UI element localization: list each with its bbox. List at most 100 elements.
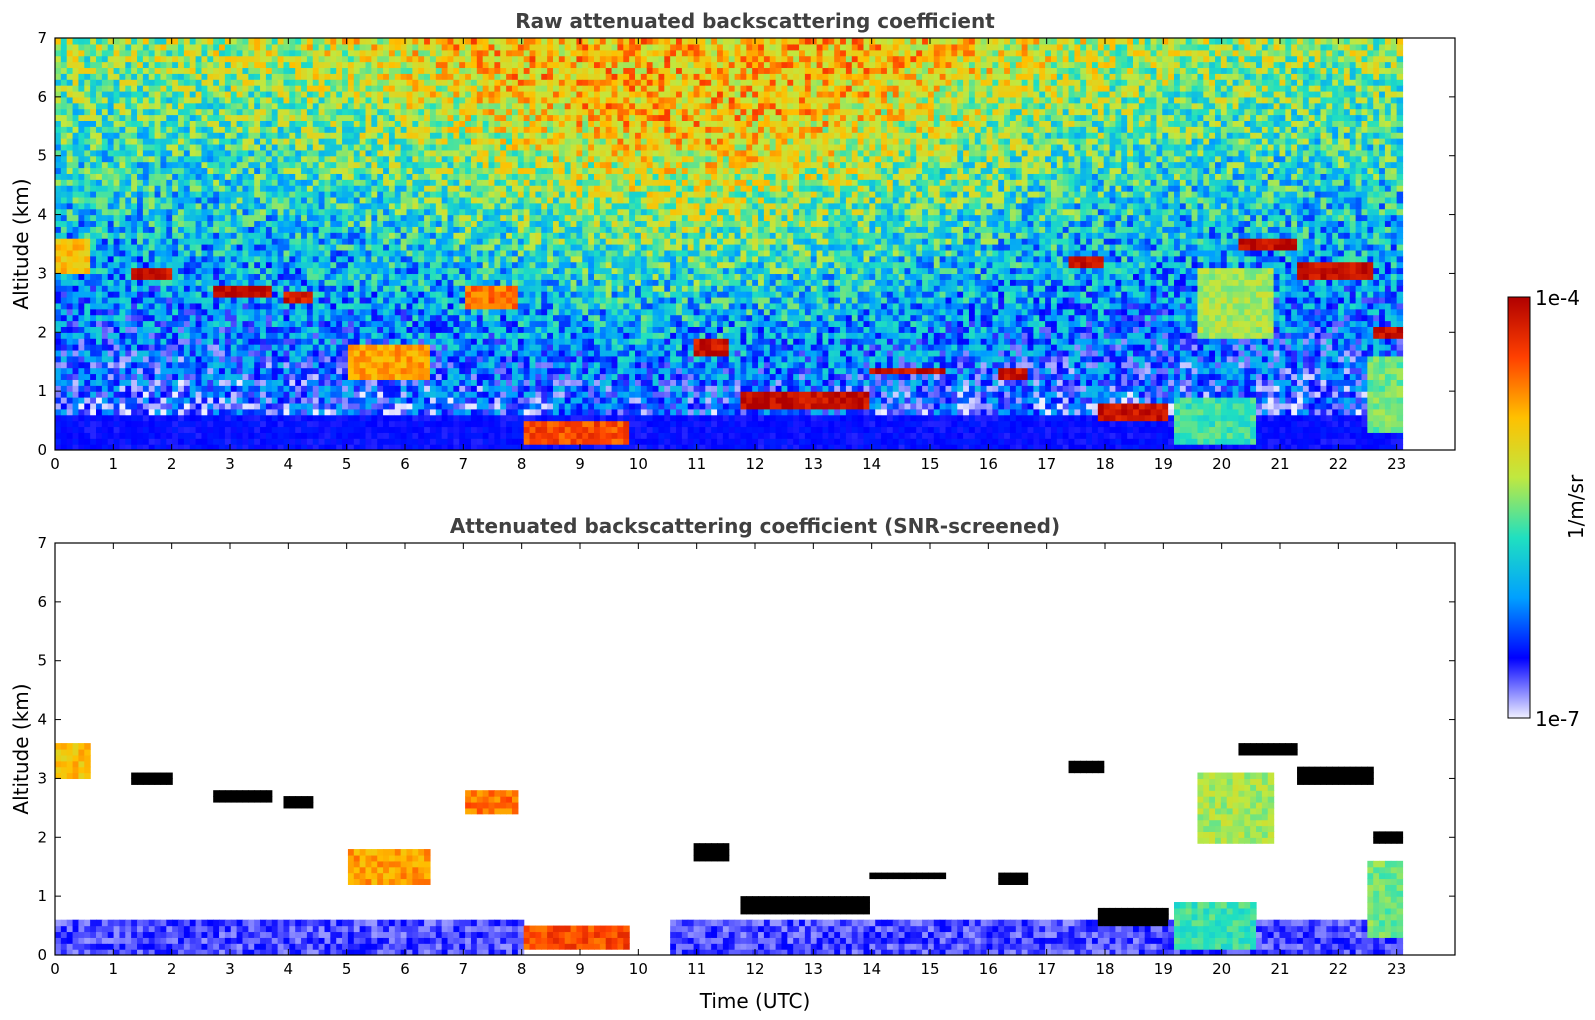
heatmap-cell	[183, 196, 191, 204]
heatmap-cell	[242, 391, 249, 398]
heatmap-cell	[418, 379, 425, 386]
heatmap-cell	[330, 132, 337, 139]
heatmap-cell	[154, 126, 162, 133]
heatmap-cell	[365, 261, 372, 269]
heatmap-cell	[148, 438, 156, 445]
heatmap-cell	[178, 344, 185, 351]
heatmap-cell	[459, 244, 466, 251]
heatmap-cell	[283, 49, 290, 57]
heatmap-cell	[388, 55, 396, 63]
heatmap-cell	[406, 114, 413, 121]
heatmap-cell	[465, 85, 472, 92]
heatmap-cell	[347, 308, 355, 316]
heatmap-cell	[359, 90, 367, 98]
heatmap-cell	[254, 167, 261, 174]
heatmap-cell	[424, 285, 431, 292]
heatmap-cell	[119, 55, 126, 63]
heatmap-cell	[189, 373, 197, 380]
heatmap-cell	[242, 385, 249, 392]
heatmap-cell	[265, 61, 273, 69]
heatmap-cell	[470, 432, 478, 439]
heatmap-cell	[271, 444, 279, 450]
heatmap-cell	[336, 126, 343, 133]
heatmap-cell	[160, 114, 167, 121]
heatmap-cell	[207, 326, 214, 333]
heatmap-cell	[324, 291, 331, 298]
heatmap-cell	[371, 426, 378, 433]
heatmap-cell	[189, 149, 197, 157]
heatmap-cell	[230, 373, 238, 380]
heatmap-cell	[137, 326, 144, 333]
heatmap-cell	[137, 214, 144, 222]
heatmap-cell	[383, 90, 390, 98]
heatmap-cell	[447, 126, 454, 133]
heatmap-cell	[271, 85, 279, 92]
heatmap-cell	[306, 420, 314, 428]
heatmap-cell	[283, 444, 290, 450]
heatmap-cell	[101, 338, 109, 345]
heatmap-cell	[289, 185, 296, 192]
heatmap-cell	[195, 126, 203, 133]
heatmap-cell	[318, 226, 326, 233]
heatmap-cell	[324, 302, 331, 310]
heatmap-cell	[160, 373, 167, 380]
heatmap-cell	[172, 273, 179, 280]
heatmap-cell	[394, 102, 402, 110]
heatmap-cell	[78, 338, 85, 345]
heatmap-cell	[254, 43, 261, 51]
heatmap-cell	[148, 202, 156, 210]
heatmap-cell	[388, 314, 396, 322]
heatmap-cell	[359, 244, 367, 251]
heatmap-cell	[66, 208, 74, 216]
heatmap-cell	[301, 273, 308, 280]
heatmap-cell	[242, 285, 249, 292]
heatmap-cell	[330, 249, 337, 257]
heatmap-cell	[160, 391, 167, 398]
heatmap-cell	[371, 308, 378, 316]
heatmap-cell	[178, 185, 185, 192]
heatmap-cell	[271, 432, 279, 439]
heatmap-cell	[383, 43, 390, 51]
heatmap-cell	[277, 408, 285, 416]
heatmap-cell	[137, 302, 144, 310]
heatmap-cell	[301, 391, 308, 398]
heatmap-cell	[277, 126, 285, 133]
heatmap-cell	[213, 373, 220, 380]
heatmap-cell	[388, 73, 396, 80]
heatmap-cell	[242, 67, 249, 74]
heatmap-cell	[183, 61, 191, 69]
heatmap-cell	[424, 38, 431, 45]
heatmap-cell	[166, 155, 173, 163]
heatmap-cell	[142, 408, 150, 416]
heatmap-cell	[412, 302, 419, 310]
heatmap-cell	[125, 126, 132, 133]
heatmap-cell	[242, 408, 249, 416]
heatmap-cell	[459, 96, 466, 104]
heatmap-cell	[154, 320, 162, 327]
heatmap-cell	[125, 90, 132, 98]
heatmap-cell	[283, 355, 290, 363]
heatmap-cell	[166, 79, 173, 86]
heatmap-cell	[453, 214, 460, 222]
heatmap-cell	[66, 267, 74, 275]
heatmap-cell	[470, 332, 478, 339]
heatmap-cell	[265, 432, 273, 439]
heatmap-cell	[107, 308, 115, 316]
heatmap-cell	[213, 191, 220, 198]
heatmap-cell	[72, 373, 80, 380]
heatmap-cell	[283, 332, 290, 339]
heatmap-cell	[295, 202, 302, 210]
heatmap-cell	[289, 49, 296, 57]
heatmap-cell	[394, 355, 402, 363]
heatmap-cell	[453, 438, 460, 445]
heatmap-cell	[459, 196, 466, 204]
heatmap-cell	[172, 355, 179, 363]
heatmap-cell	[418, 49, 425, 57]
heatmap-cell	[424, 149, 431, 157]
heatmap-cell	[207, 143, 214, 151]
heatmap-cell	[394, 332, 402, 339]
heatmap-cell	[224, 149, 232, 157]
heatmap-cell	[424, 391, 431, 398]
heatmap-cell	[148, 73, 156, 80]
